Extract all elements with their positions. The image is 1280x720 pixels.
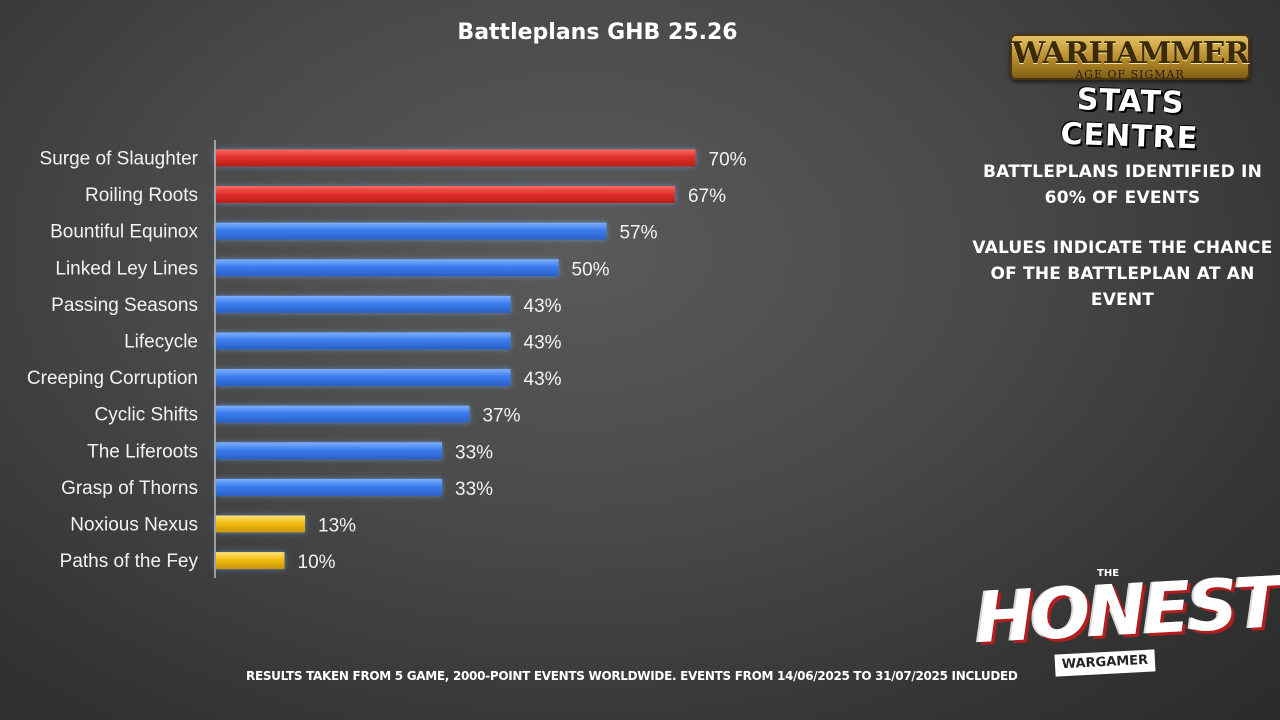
category-label: Grasp of Thorns (61, 478, 198, 499)
value-label: 10% (298, 552, 336, 573)
bar (216, 515, 306, 533)
footer-note: RESULTS TAKEN FROM 5 GAME, 2000-POINT EV… (246, 669, 1018, 683)
category-label: Cyclic Shifts (95, 405, 198, 426)
bar (216, 295, 511, 313)
value-label: 33% (455, 442, 493, 463)
category-label: Linked Ley Lines (55, 258, 198, 279)
category-label: Passing Seasons (51, 295, 198, 316)
value-label: 70% (709, 150, 747, 171)
bar (216, 442, 443, 460)
logo-aos-text: AGE OF SIGMAR (1075, 68, 1185, 81)
category-label: Bountiful Equinox (50, 222, 198, 243)
bar (216, 149, 696, 167)
values-note: VALUES INDICATE THE CHANCE OF THE BATTLE… (972, 238, 1273, 310)
value-label: 13% (318, 516, 356, 537)
value-label: 33% (455, 479, 493, 500)
bar (216, 332, 511, 350)
value-label: 37% (482, 406, 520, 427)
logo-warhammer-text: WARHAMMER (1011, 36, 1250, 71)
bar (216, 222, 607, 240)
chart-title: Battleplans GHB 25.26 (457, 20, 738, 45)
honest-wargamer-logo: HONEST THE WARGAMER (973, 560, 1280, 685)
value-label: 43% (524, 296, 562, 317)
bar (216, 186, 675, 204)
logo-wargamer-text: WARGAMER (1054, 649, 1156, 677)
category-label: Roiling Roots (85, 185, 198, 206)
category-label: Surge of Slaughter (40, 149, 199, 170)
value-label: 57% (619, 223, 657, 244)
logo-stats-centre-text: STATS CENTRE (1059, 82, 1199, 157)
value-label: 67% (688, 186, 726, 207)
category-label: Creeping Corruption (27, 368, 198, 389)
logo-banner (1010, 34, 1250, 80)
bar (216, 369, 511, 387)
bar (216, 478, 443, 496)
bar-chart: Surge of Slaughter 70% Roiling Roots 67% Bou… (27, 140, 747, 578)
bar (216, 259, 559, 277)
category-label: Lifecycle (124, 332, 198, 353)
warhammer-stats-centre-logo: WARHAMMER AGE OF SIGMAR STATS CENTRE (1000, 22, 1270, 156)
bar (216, 405, 470, 423)
category-label: Noxious Nexus (70, 515, 198, 536)
value-label: 43% (524, 333, 562, 354)
category-label: The Liferoots (87, 441, 198, 462)
logo-the-text: THE (1097, 568, 1120, 579)
category-label: Paths of the Fey (60, 551, 199, 572)
value-label: 43% (524, 369, 562, 390)
bar (216, 552, 285, 570)
events-identified-note: BATTLEPLANS IDENTIFIED IN 60% OF EVENTS (983, 162, 1262, 208)
value-label: 50% (572, 259, 610, 280)
